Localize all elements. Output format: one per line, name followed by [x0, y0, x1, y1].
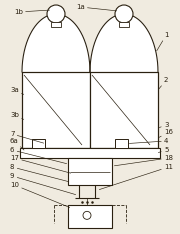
- Bar: [115, 139, 128, 148]
- Text: 1b: 1b: [14, 9, 50, 15]
- Text: 4: 4: [129, 138, 168, 144]
- Polygon shape: [90, 14, 158, 72]
- Circle shape: [47, 5, 65, 23]
- Text: 3a: 3a: [10, 87, 24, 94]
- Text: 1a: 1a: [76, 4, 117, 11]
- Polygon shape: [22, 14, 90, 72]
- Text: 3: 3: [159, 122, 168, 128]
- Text: 3b: 3b: [10, 112, 24, 119]
- Bar: [68, 158, 112, 185]
- Text: 10: 10: [10, 182, 70, 208]
- Text: 5: 5: [158, 147, 168, 153]
- Bar: [22, 72, 90, 148]
- Bar: [32, 139, 45, 148]
- Bar: [90, 72, 158, 148]
- Text: 9: 9: [10, 173, 76, 195]
- Text: 16: 16: [159, 129, 173, 137]
- Circle shape: [115, 5, 133, 23]
- Text: 17: 17: [10, 155, 71, 173]
- Text: 11: 11: [99, 164, 173, 190]
- Bar: [68, 205, 112, 228]
- Text: 8: 8: [10, 164, 69, 182]
- Text: 1: 1: [157, 32, 168, 51]
- Text: 7: 7: [10, 131, 44, 143]
- Text: 6: 6: [10, 147, 67, 164]
- Bar: [20, 148, 160, 158]
- Text: 2: 2: [159, 77, 168, 89]
- Bar: [51, 22, 61, 27]
- Text: 6a: 6a: [10, 138, 24, 150]
- Text: 18: 18: [114, 155, 173, 166]
- Bar: [119, 22, 129, 27]
